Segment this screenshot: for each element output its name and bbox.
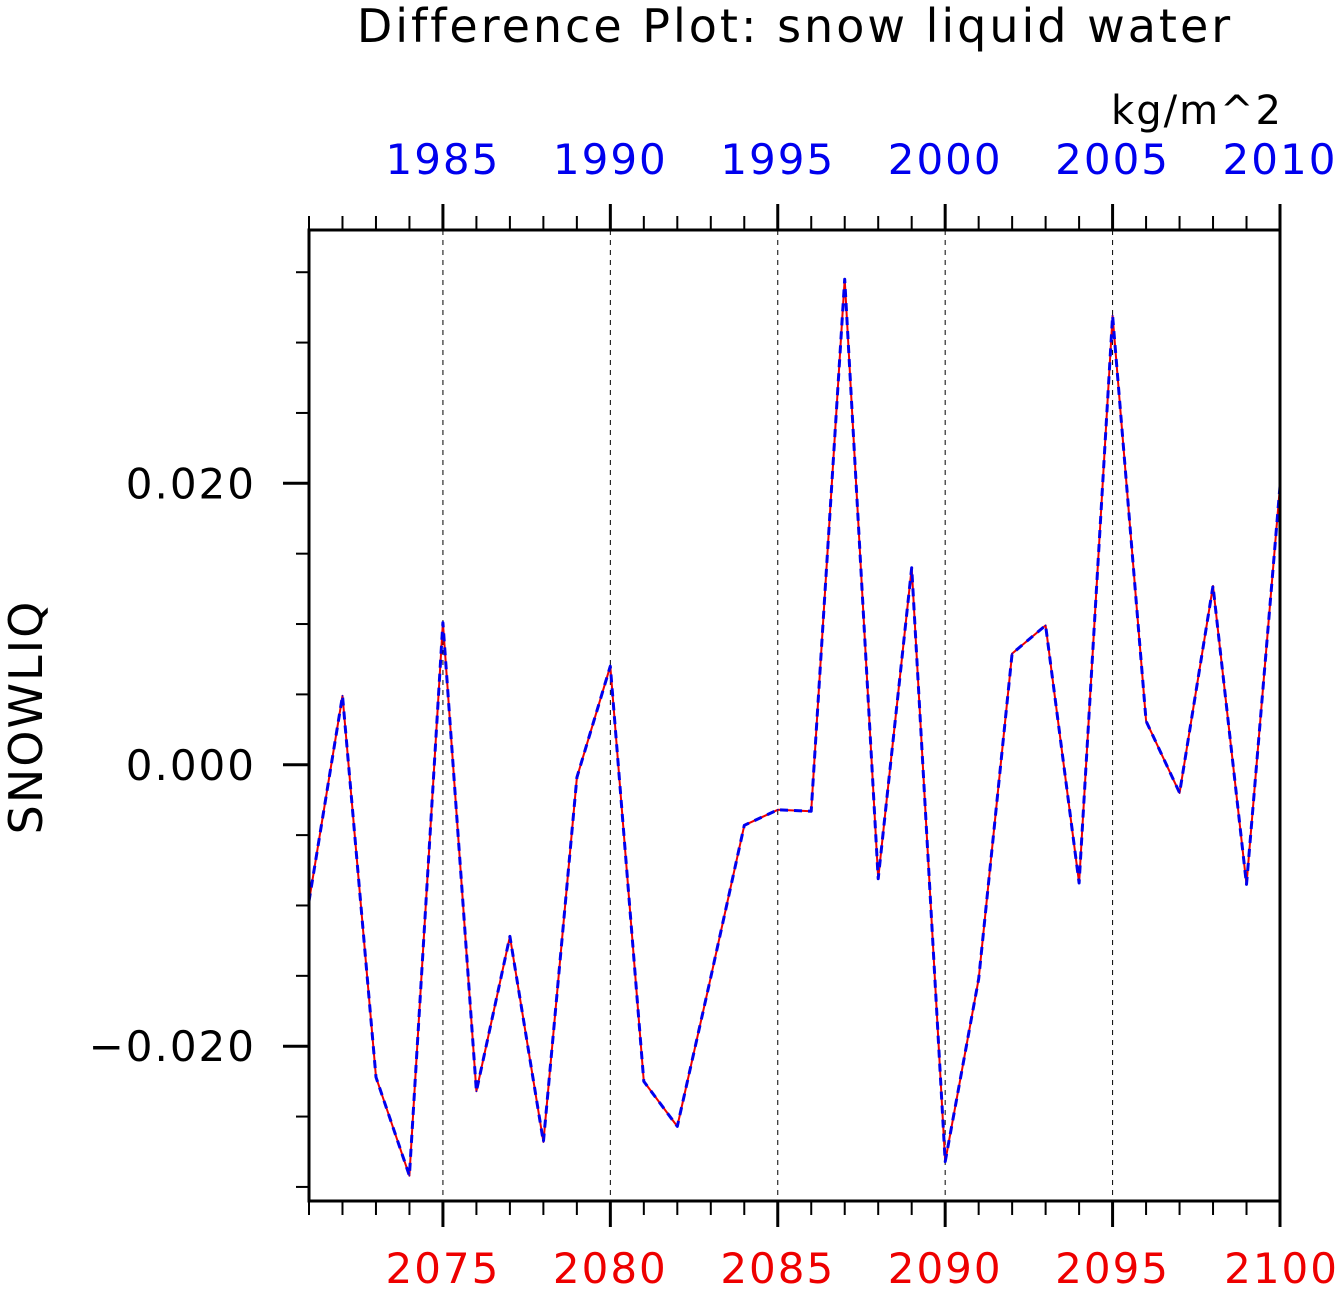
point-1-2084 [743,824,746,827]
point-1-2085 [777,809,779,811]
point-1-2083 [710,976,712,978]
point-1-2080 [609,665,612,667]
series-lines [307,277,1282,1178]
series-line-1 [307,277,1282,1178]
point-1-2081 [643,1080,645,1083]
point-1-2093 [1044,624,1047,627]
point-1-2073 [375,1076,377,1078]
x-top-label-2010: 2010 [1223,135,1338,184]
point-1-2091 [977,977,980,980]
point-1-2095 [1111,315,1114,317]
point-1-2077 [509,935,511,938]
x-bottom-label-2080: 2080 [553,1244,668,1293]
point-1-2082 [676,1125,679,1128]
series-line-0 [308,278,1281,1177]
y-label-2: 0.020 [126,459,256,508]
x-top-label-1985: 1985 [385,135,500,184]
point-1-2074 [408,1174,411,1177]
point-1-2096 [1145,720,1147,722]
grid-lines [442,230,1114,1201]
point-1-2075 [442,621,444,624]
point-1-2086 [810,810,812,812]
point-1-2097 [1178,792,1181,794]
x-top-label-1990: 1990 [553,135,668,184]
x-bottom-label-2095: 2095 [1055,1244,1170,1293]
x-bottom-label-2085: 2085 [720,1244,835,1293]
plot-frame [307,228,1282,1203]
x-bottom-label-2075: 2075 [385,1244,500,1293]
point-1-2098 [1212,585,1214,587]
point-1-2076 [475,1090,478,1092]
point-1-2088 [877,877,879,880]
y-axis-label: SNOWLIQ [0,600,53,835]
point-1-2099 [1245,883,1248,886]
x-bottom-label-2090: 2090 [888,1244,1003,1293]
point-1-2090 [944,1160,946,1163]
point-1-2087 [843,278,846,281]
chart-title: Difference Plot: snow liquid water [357,0,1233,53]
y-label-1: 0.000 [126,741,256,790]
point-1-2094 [1078,882,1080,884]
x-top-label-2000: 2000 [888,135,1003,184]
y-label-0: −0.020 [89,1022,256,1071]
point-1-2079 [576,776,578,779]
x-top-label-2005: 2005 [1055,135,1170,184]
point-1-2092 [1011,652,1013,655]
x-bottom-label-2100: 2100 [1224,1244,1339,1293]
x-top-label-1995: 1995 [720,135,835,184]
point-1-2089 [910,566,913,569]
tick-labels: 2075 2080 2085 2090 2095 2100 1985 1990 1995 2000… [89,135,1339,1293]
axis-ticks [283,204,1282,1227]
point-1-2072 [341,695,344,697]
point-1-2078 [542,1141,545,1143]
units-label: kg/m^2 [1111,88,1283,134]
